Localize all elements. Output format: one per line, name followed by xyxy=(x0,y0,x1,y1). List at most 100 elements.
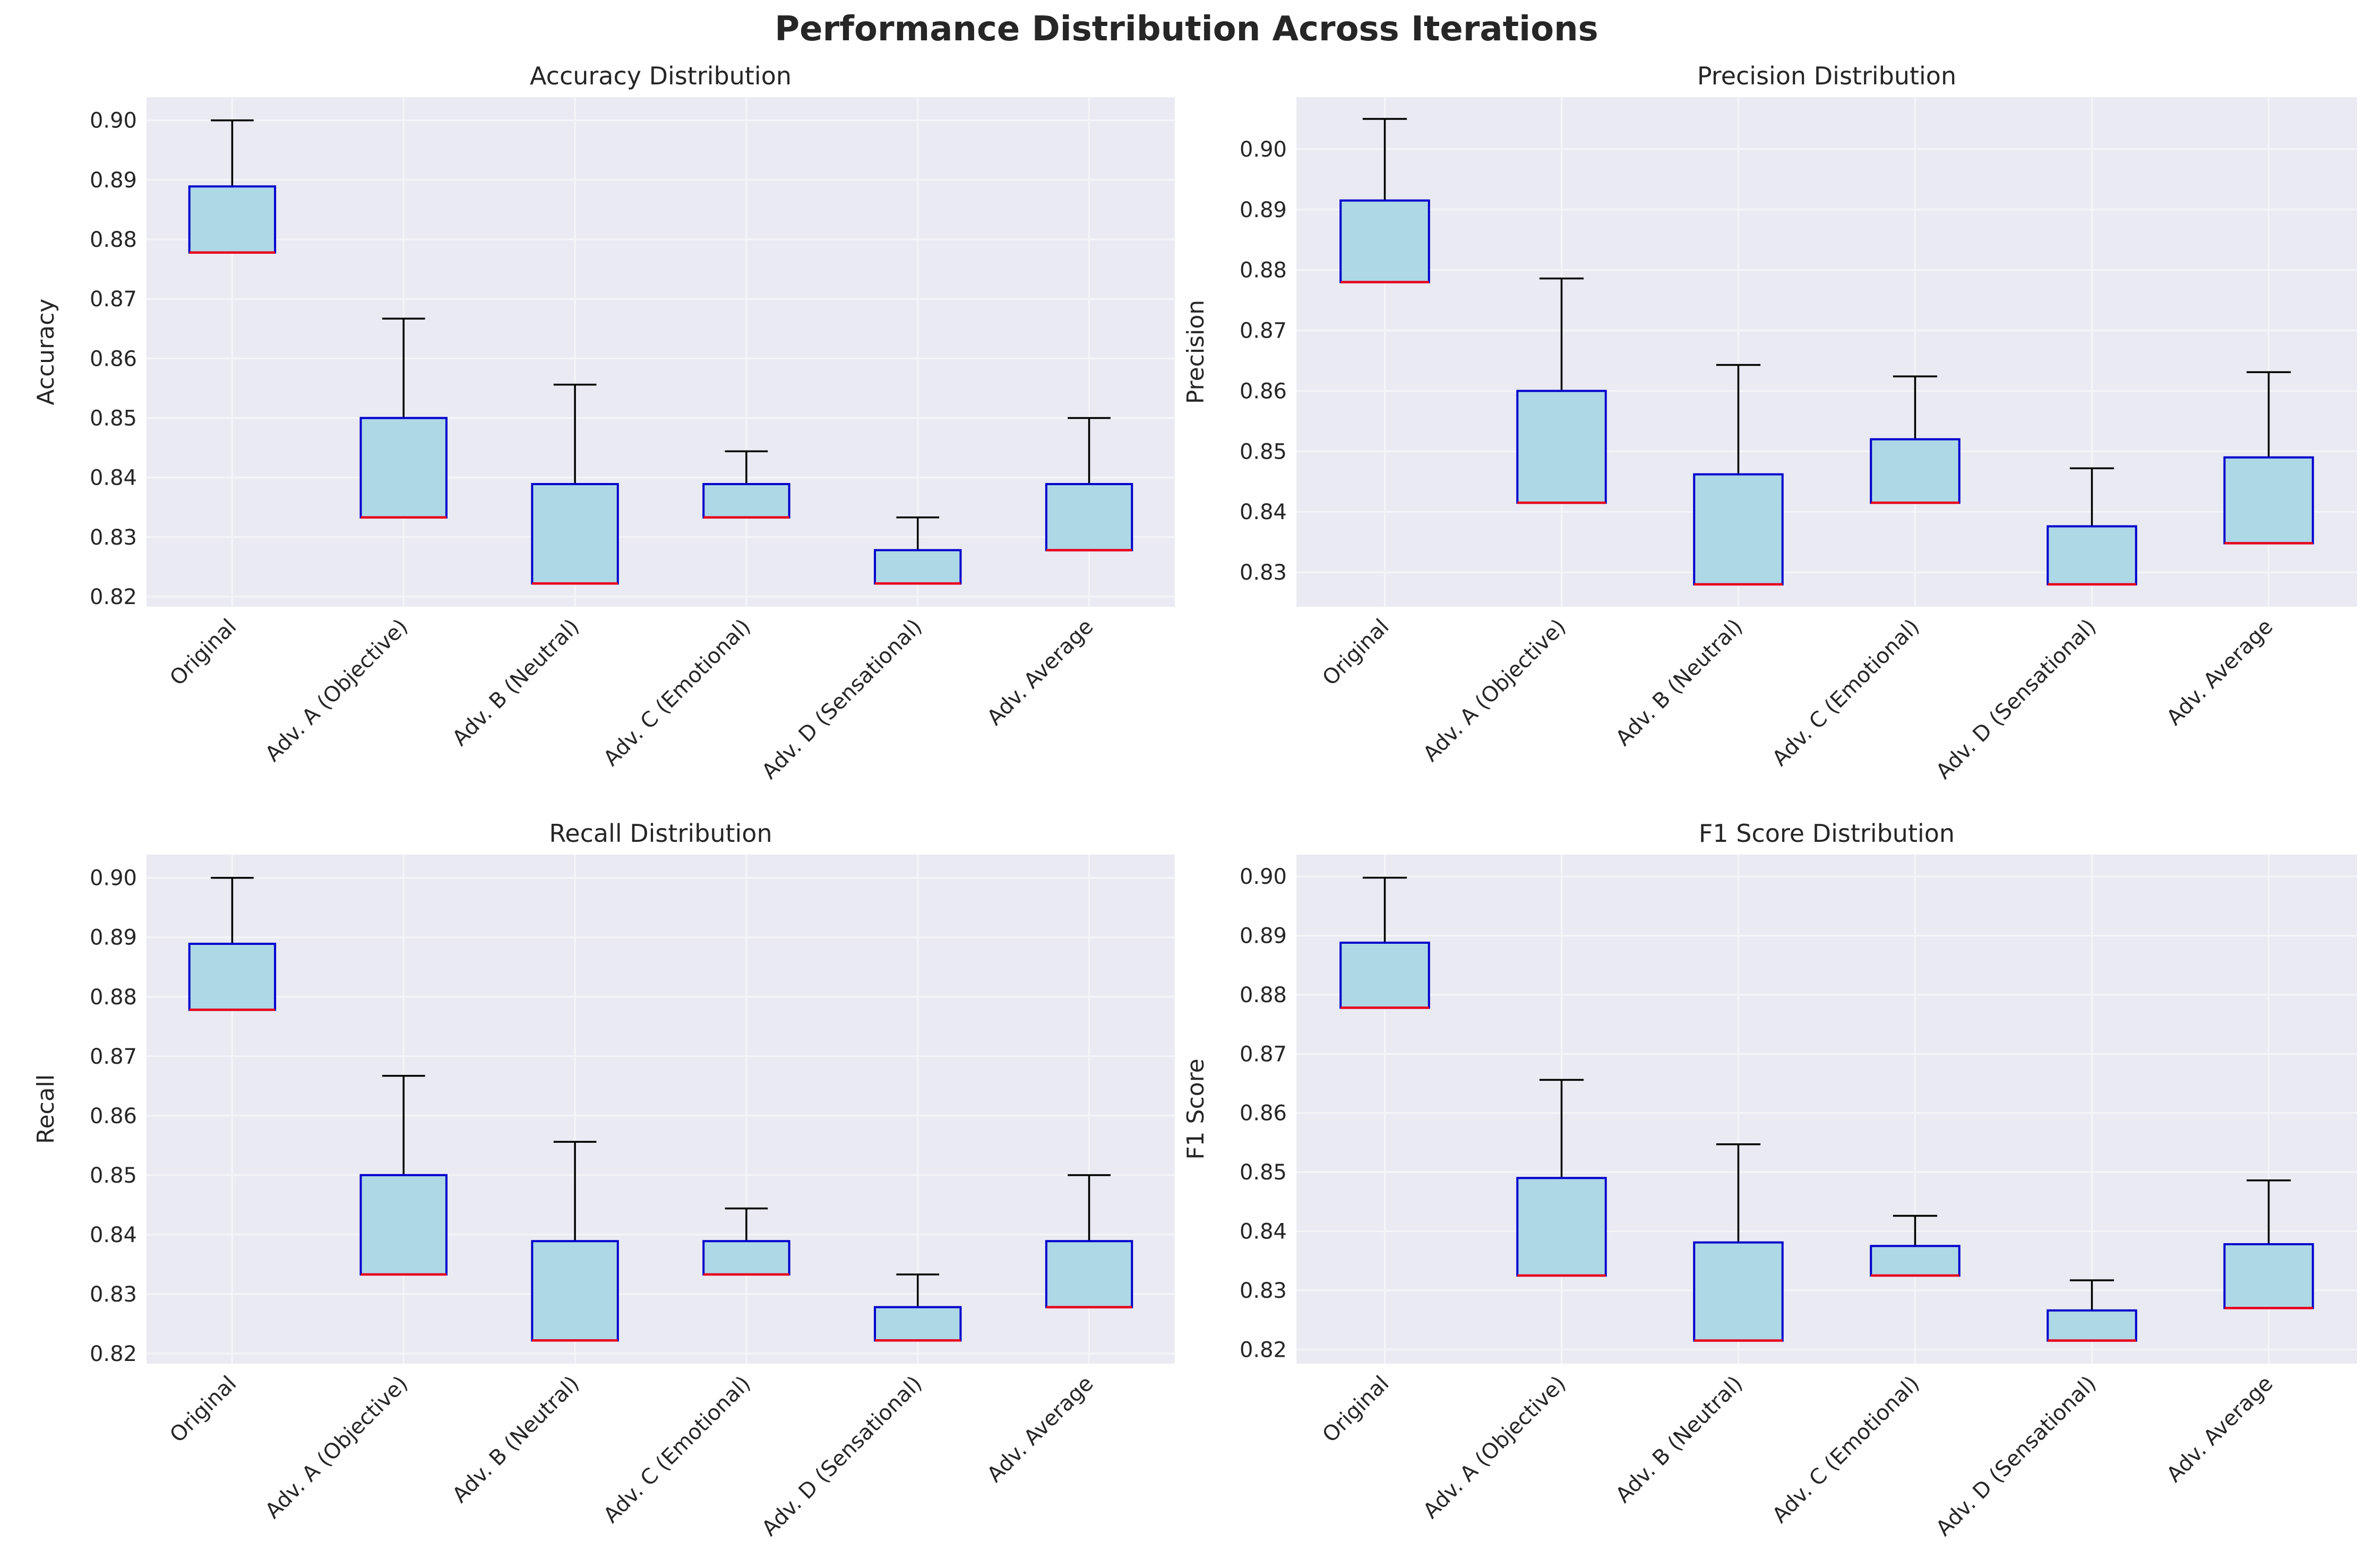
y-tick-label: 0.86 xyxy=(1240,1101,1287,1126)
subplot-1: 0.82 0.83 0.84 0.85 0.86 0.87 0.88 0.89 0.90 Accu… xyxy=(32,62,1175,784)
y-tick-label: 0.85 xyxy=(90,1164,137,1188)
subplot-title: F1 Score Distribution xyxy=(1699,819,1955,848)
y-tick-label: 0.83 xyxy=(1240,1279,1287,1303)
subplot-3: 0.82 0.83 0.84 0.85 0.86 0.87 0.88 0.89 0.90 Reca… xyxy=(32,819,1175,1541)
subplot-2: 0.83 0.84 0.85 0.86 0.87 0.88 0.89 0.90 Precisio… xyxy=(1182,62,2357,784)
y-tick-label: 0.87 xyxy=(1240,319,1287,343)
x-tick-label: Adv. Average xyxy=(2162,1372,2278,1487)
x-tick-label: Adv. A (Objective) xyxy=(261,615,412,766)
y-tick-label: 0.90 xyxy=(90,866,137,891)
x-tick-label: Adv. B (Neutral) xyxy=(1611,1372,1748,1508)
box xyxy=(359,417,448,519)
figure-title: Performance Distribution Across Iteratio… xyxy=(775,10,1598,49)
y-tick-label: 0.89 xyxy=(90,168,137,193)
y-tick-label: 0.89 xyxy=(1240,198,1287,222)
subplot-4: 0.82 0.83 0.84 0.85 0.86 0.87 0.88 0.89 0.90 F1 S… xyxy=(1182,819,2357,1541)
box xyxy=(359,1174,448,1276)
y-tick-label: 0.83 xyxy=(1240,561,1287,585)
y-tick-label: 0.84 xyxy=(90,466,137,490)
y-tick-label: 0.83 xyxy=(90,525,137,550)
y-tick-label: 0.86 xyxy=(90,1104,137,1128)
plot-area xyxy=(147,97,1175,607)
y-tick-label: 0.87 xyxy=(90,1045,137,1069)
box xyxy=(874,1306,962,1342)
box xyxy=(1693,473,1784,585)
box xyxy=(188,185,277,254)
x-tick-label: Adv. Average xyxy=(2162,615,2278,730)
y-tick-label: 0.89 xyxy=(1240,924,1287,949)
x-tick-label: Adv. D (Sensational) xyxy=(1931,1372,2101,1541)
y-tick-label: 0.85 xyxy=(1240,1160,1287,1185)
y-tick-label: 0.83 xyxy=(90,1282,137,1307)
x-tick-label: Adv. Average xyxy=(983,615,1098,730)
y-tick-label: 0.90 xyxy=(1240,865,1287,889)
box xyxy=(1339,199,1430,283)
x-tick-label: Adv. D (Sensational) xyxy=(757,1372,926,1541)
box xyxy=(1339,941,1430,1009)
plot-area xyxy=(1296,97,2357,607)
y-tick-label: 0.89 xyxy=(90,926,137,950)
y-tick-label: 0.88 xyxy=(1240,259,1287,283)
box xyxy=(531,1240,619,1342)
y-axis-label: F1 Score xyxy=(1182,1058,1209,1160)
box xyxy=(2047,1309,2137,1342)
y-tick-label: 0.90 xyxy=(90,109,137,133)
box xyxy=(1516,1177,1607,1277)
plot-area xyxy=(147,855,1175,1364)
box xyxy=(702,483,790,519)
box xyxy=(702,1240,790,1276)
y-tick-label: 0.82 xyxy=(1240,1338,1287,1362)
subplot-title: Accuracy Distribution xyxy=(530,62,792,90)
x-tick-label: Adv. B (Neutral) xyxy=(1611,615,1748,751)
subplot-title: Precision Distribution xyxy=(1697,62,1956,90)
x-tick-label: Original xyxy=(1318,615,1394,691)
x-tick-label: Original xyxy=(1318,1372,1394,1448)
x-tick-label: Adv. D (Sensational) xyxy=(1931,615,2101,784)
x-tick-label: Adv. B (Neutral) xyxy=(448,615,584,751)
plot-area xyxy=(1296,855,2357,1364)
box xyxy=(874,549,962,585)
x-tick-label: Adv. A (Objective) xyxy=(261,1372,412,1523)
y-axis-label: Precision xyxy=(1182,300,1209,404)
x-tick-label: Adv. A (Objective) xyxy=(1418,1372,1570,1523)
y-axis-label: Recall xyxy=(32,1074,59,1144)
y-tick-label: 0.88 xyxy=(90,985,137,1010)
x-tick-label: Adv. C (Emotional) xyxy=(599,1372,755,1528)
y-tick-label: 0.87 xyxy=(90,287,137,312)
x-tick-label: Adv. B (Neutral) xyxy=(448,1372,584,1508)
x-tick-label: Original xyxy=(165,615,241,691)
box xyxy=(2223,1243,2314,1309)
y-tick-label: 0.85 xyxy=(1240,440,1287,464)
x-tick-label: Adv. D (Sensational) xyxy=(757,615,926,784)
y-tick-label: 0.86 xyxy=(1240,379,1287,403)
y-axis-label: Accuracy xyxy=(32,299,59,406)
box xyxy=(1870,438,1961,504)
x-tick-label: Adv. C (Emotional) xyxy=(599,615,755,771)
box xyxy=(1045,1240,1133,1308)
y-tick-label: 0.84 xyxy=(1240,1220,1287,1244)
box xyxy=(1693,1241,1784,1342)
y-tick-label: 0.82 xyxy=(90,1342,137,1366)
y-tick-label: 0.84 xyxy=(90,1223,137,1247)
box xyxy=(2047,525,2137,585)
x-tick-label: Adv. C (Emotional) xyxy=(1768,615,1924,771)
box xyxy=(1516,390,1607,504)
y-tick-label: 0.90 xyxy=(1240,137,1287,162)
y-tick-label: 0.86 xyxy=(90,347,137,371)
box xyxy=(531,483,619,585)
x-tick-label: Adv. A (Objective) xyxy=(1418,615,1570,766)
box xyxy=(2223,456,2314,545)
x-tick-label: Adv. C (Emotional) xyxy=(1768,1372,1924,1528)
x-tick-label: Original xyxy=(165,1372,241,1448)
x-tick-label: Adv. Average xyxy=(983,1372,1098,1487)
y-tick-label: 0.82 xyxy=(90,585,137,609)
box xyxy=(1870,1245,1961,1277)
box xyxy=(1045,483,1133,552)
box xyxy=(188,943,277,1011)
y-tick-label: 0.88 xyxy=(1240,983,1287,1007)
subplot-title: Recall Distribution xyxy=(549,819,772,848)
y-tick-label: 0.85 xyxy=(90,406,137,430)
y-tick-label: 0.88 xyxy=(90,228,137,252)
